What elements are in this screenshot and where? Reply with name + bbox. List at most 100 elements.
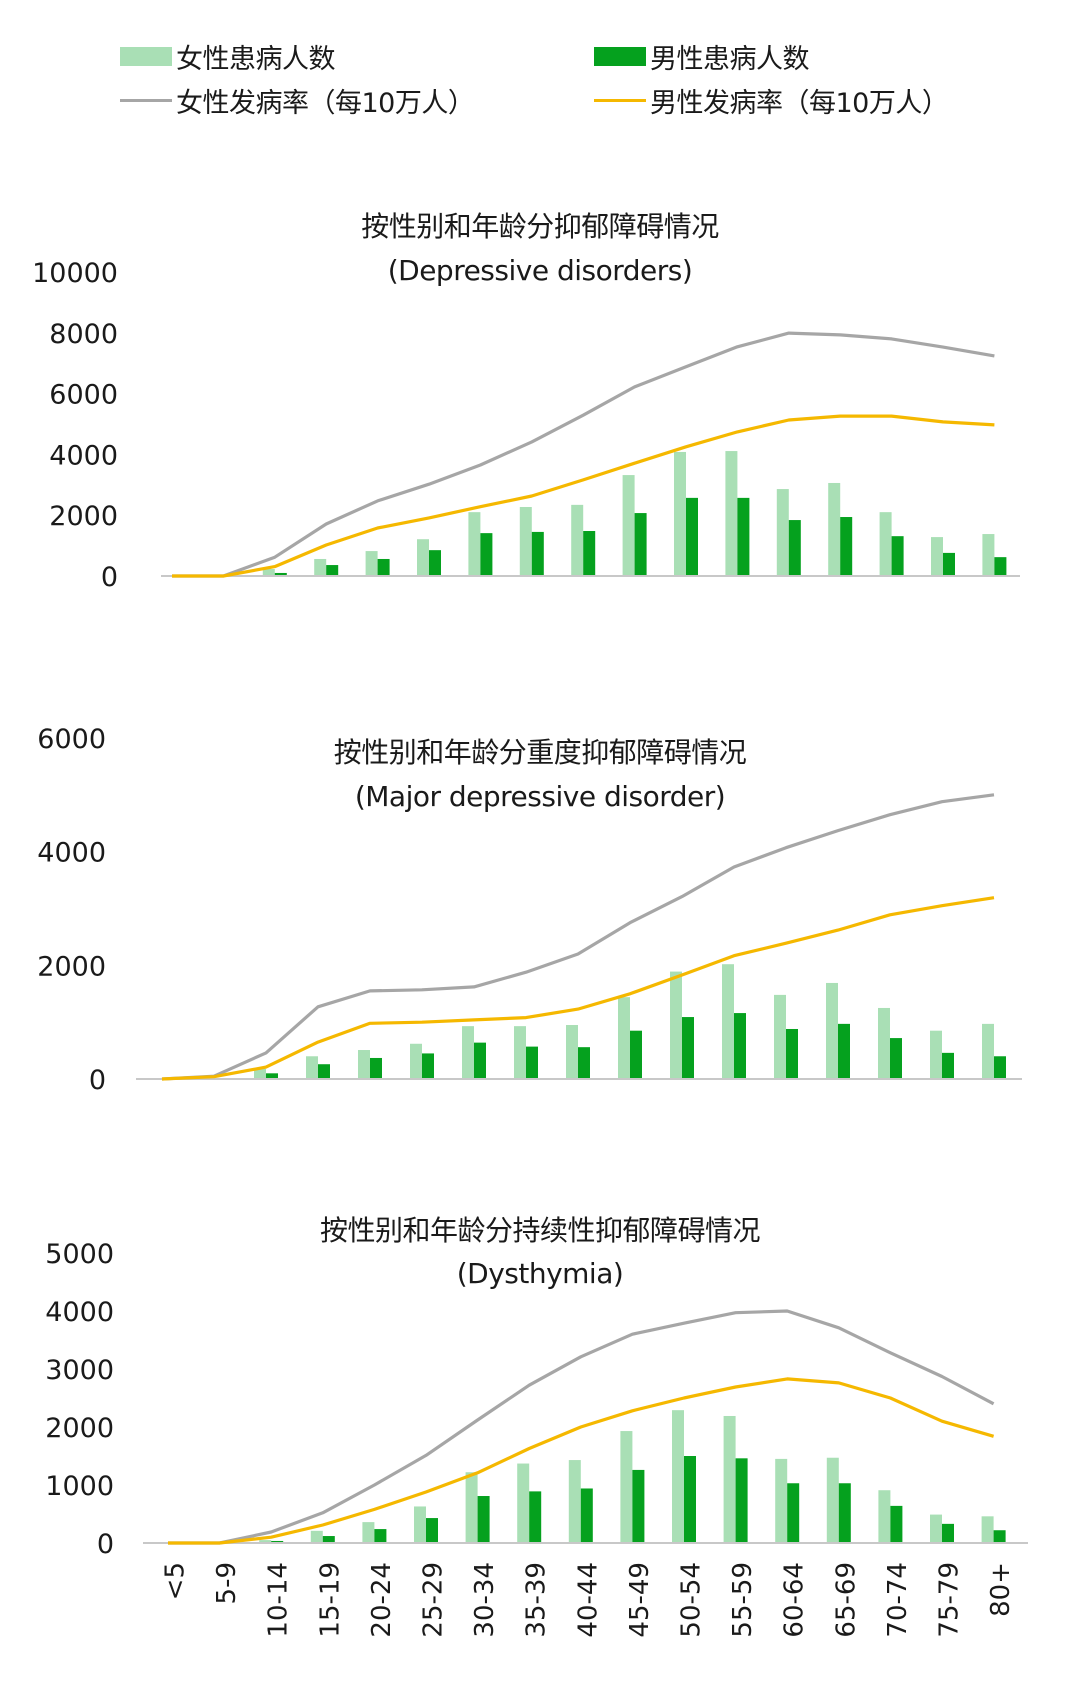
female-rate-line bbox=[161, 793, 995, 1081]
legend-label: 女性患病人数 bbox=[176, 43, 336, 75]
male-count-bar bbox=[838, 1483, 851, 1543]
female-count-bar bbox=[723, 1415, 736, 1543]
y-tick-label: 4000 bbox=[45, 1297, 114, 1328]
male-count-bar bbox=[422, 1053, 434, 1079]
male-count-bar bbox=[578, 1047, 590, 1079]
male-count-bar bbox=[993, 1530, 1006, 1543]
female-count-bar bbox=[982, 1023, 994, 1079]
male-count-bar bbox=[318, 1064, 330, 1079]
male-count-bar bbox=[994, 1056, 1006, 1079]
male-count-bar bbox=[474, 1042, 486, 1079]
male-count-bar bbox=[890, 1505, 903, 1543]
x-tick-label: 80+ bbox=[986, 1562, 1016, 1617]
male-count-bar bbox=[686, 497, 698, 576]
x-tick-label: 50-54 bbox=[677, 1562, 707, 1638]
male-count-swatch-icon bbox=[594, 46, 646, 66]
female-count-bar bbox=[931, 537, 943, 576]
y-tick-label: 8000 bbox=[49, 319, 118, 350]
male-count-bar bbox=[630, 1030, 642, 1079]
x-tick-label: 65-69 bbox=[831, 1562, 861, 1638]
y-tick-label: 6000 bbox=[49, 380, 118, 411]
female-count-bar bbox=[568, 1460, 581, 1543]
female-count-bar bbox=[414, 1506, 426, 1543]
x-tick-label: 5-9 bbox=[212, 1562, 242, 1604]
female-count-bar bbox=[670, 971, 682, 1079]
female-count-bar bbox=[514, 1026, 526, 1079]
male-count-bar bbox=[531, 531, 544, 576]
female-count-bar bbox=[254, 1068, 266, 1079]
chart-legend: 女性患病人数 男性患病人数 女性发病率（每10万人） 男性发病率（每10万人） bbox=[0, 36, 1080, 126]
female-count-bar bbox=[622, 475, 635, 576]
male-count-bar bbox=[942, 1523, 954, 1543]
legend-item-male-rate: 男性发病率（每10万人） bbox=[594, 80, 949, 120]
male-count-bar bbox=[632, 1469, 645, 1543]
male-count-bar bbox=[682, 1017, 694, 1079]
x-tick-label: 25-29 bbox=[419, 1562, 449, 1638]
male-count-bar bbox=[526, 1046, 538, 1079]
male-count-bar bbox=[737, 497, 750, 576]
female-count-bar bbox=[410, 1043, 422, 1079]
y-tick-label: 3000 bbox=[45, 1355, 114, 1386]
male-count-bar bbox=[735, 1458, 748, 1543]
female-count-bar bbox=[358, 1050, 370, 1079]
female-count-bar bbox=[571, 504, 584, 576]
female-count-bar bbox=[879, 512, 892, 576]
female-count-bar bbox=[725, 451, 738, 576]
male-count-bar bbox=[634, 513, 647, 576]
female-count-bar bbox=[306, 1056, 318, 1079]
x-tick-label: 70-74 bbox=[883, 1562, 913, 1638]
male-count-bar bbox=[529, 1491, 542, 1543]
male-count-bar bbox=[480, 533, 493, 576]
x-tick-label: 75-79 bbox=[935, 1562, 965, 1638]
female-rate-line bbox=[172, 331, 995, 578]
female-count-bar bbox=[774, 994, 786, 1079]
legend-label: 男性患病人数 bbox=[650, 43, 810, 75]
female-count-bar bbox=[262, 569, 275, 576]
male-count-bar bbox=[580, 1488, 593, 1543]
female-count-bar bbox=[462, 1026, 474, 1079]
male-count-bar bbox=[734, 1013, 746, 1079]
male-rate-line bbox=[161, 896, 995, 1081]
y-tick-label: 5000 bbox=[45, 1239, 114, 1270]
y-tick-label: 0 bbox=[101, 562, 118, 593]
female-count-bar bbox=[468, 512, 481, 576]
female-count-bar bbox=[722, 964, 734, 1079]
chart3-subtitle: (Dysthymia) bbox=[456, 1257, 624, 1290]
y-tick-label: 1000 bbox=[45, 1471, 114, 1502]
female-count-bar bbox=[618, 997, 630, 1079]
legend-label: 男性发病率（每10万人） bbox=[650, 87, 949, 119]
female-count-bar bbox=[674, 451, 686, 576]
female-rate-line bbox=[168, 1309, 995, 1545]
male-count-bar bbox=[426, 1518, 438, 1543]
male-count-bar bbox=[477, 1496, 490, 1543]
male-count-bar bbox=[326, 565, 339, 576]
female-count-bar bbox=[930, 1514, 942, 1543]
male-count-bar bbox=[377, 558, 390, 576]
legend-item-female-count: 女性患病人数 bbox=[120, 36, 336, 76]
female-count-bar bbox=[566, 1025, 578, 1079]
y-tick-label: 10000 bbox=[32, 258, 118, 289]
female-count-bar bbox=[417, 539, 429, 576]
male-count-bar bbox=[429, 550, 441, 576]
x-tick-label: 40-44 bbox=[573, 1562, 603, 1638]
male-count-bar bbox=[891, 536, 904, 576]
male-count-bar bbox=[942, 1052, 954, 1079]
male-count-bar bbox=[583, 531, 596, 576]
female-count-bar bbox=[310, 1530, 323, 1543]
male-count-bar bbox=[786, 1028, 798, 1079]
x-tick-label: 15-19 bbox=[315, 1562, 345, 1638]
legend-item-female-rate: 女性发病率（每10万人） bbox=[120, 80, 475, 120]
x-tick-label: 30-34 bbox=[470, 1562, 500, 1638]
male-count-bar bbox=[271, 1540, 284, 1543]
female-count-bar bbox=[362, 1522, 375, 1543]
x-tick-label: 60-64 bbox=[780, 1562, 810, 1638]
x-tick-label: 55-59 bbox=[728, 1562, 758, 1638]
male-count-bar bbox=[994, 557, 1007, 576]
male-count-bar bbox=[890, 1038, 902, 1079]
female-count-swatch-icon bbox=[120, 46, 172, 66]
y-tick-label: 4000 bbox=[37, 838, 106, 869]
y-tick-label: 2000 bbox=[49, 501, 118, 532]
y-tick-label: 2000 bbox=[45, 1413, 114, 1444]
